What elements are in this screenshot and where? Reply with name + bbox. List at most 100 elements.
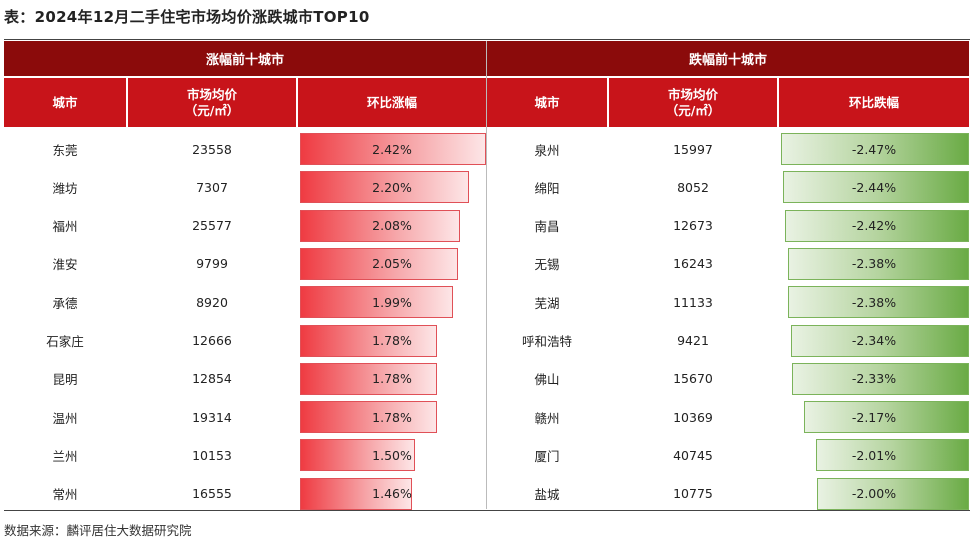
up_table-change-label: 1.99%: [372, 294, 412, 310]
up_table-city-cell: 淮安: [52, 257, 78, 273]
up_table-row: 承德 8920 1.99%: [4, 283, 486, 321]
down_table-price-cell: 15670: [673, 371, 713, 387]
up_table-price-cell: 10153: [192, 447, 232, 463]
up_table-row: 温州 19314 1.78%: [4, 398, 486, 436]
up_table-city-cell: 潍坊: [52, 180, 78, 196]
up_table-price-cell: 16555: [192, 486, 232, 502]
up_table-change-label: 1.78%: [372, 333, 412, 348]
up_table-change-label: 2.42%: [372, 141, 412, 157]
down_table-row: 芜湖 11133 -2.38%: [487, 283, 969, 321]
down_table-row: 佛山 15670 -2.33%: [487, 360, 969, 398]
rise-col-price-line1: 市场均价: [186, 86, 237, 102]
down_table-price-cell: 12673: [673, 218, 713, 234]
down_table-city-cell: 绵阳: [534, 180, 560, 196]
fall-group-header: 跌幅前十城市: [487, 41, 969, 76]
bottom-rule: [4, 510, 970, 511]
up_table-price-cell: 12666: [192, 333, 232, 348]
up_table-change-label: 2.20%: [372, 179, 412, 195]
down_table-change-label: -2.47%: [851, 141, 897, 157]
down_table-bar: [784, 209, 969, 242]
up_table-bar: [300, 324, 437, 357]
up_table-bar: [300, 362, 437, 395]
up_table-price-cell: 7307: [196, 179, 228, 195]
rise-col-city: 城市: [4, 78, 126, 127]
down_table-bar: [781, 133, 969, 165]
up_table-row: 东莞 23558 2.42%: [4, 130, 486, 168]
down_table-row: 呼和浩特 9421 -2.34%: [487, 322, 969, 360]
down_table-bar: [816, 477, 969, 510]
up_table-change-label: 1.50%: [372, 447, 412, 463]
down_table-change-label: -2.44%: [851, 179, 897, 195]
fall-col-price-line1: 市场均价: [667, 86, 718, 102]
down_table-city-cell: 南昌: [534, 219, 560, 235]
up_table-change-label: 1.46%: [372, 486, 412, 502]
fall-col-price: 市场均价 （元/㎡）: [609, 78, 777, 127]
up_table-row: 石家庄 12666 1.78%: [4, 322, 486, 360]
up_table-city-cell: 兰州: [52, 448, 78, 464]
up_table-change-label: 2.05%: [372, 256, 412, 272]
up_table-change-label: 1.78%: [372, 371, 412, 387]
up_table-city-cell: 东莞: [52, 142, 78, 158]
down_table-change-label: -2.34%: [851, 333, 897, 348]
down_table-row: 无锡 16243 -2.38%: [487, 245, 969, 283]
up_table-price-cell: 8920: [196, 294, 228, 310]
up_table-price-cell: 23558: [192, 141, 232, 157]
rise-col-price: 市场均价 （元/㎡）: [128, 78, 296, 127]
down_table-city-cell: 佛山: [534, 372, 560, 388]
down_table-change-label: -2.33%: [851, 371, 897, 387]
down_table-row: 泉州 15997 -2.47%: [487, 130, 969, 168]
down_table-bar: [787, 247, 969, 280]
down_table-price-cell: 9421: [677, 333, 709, 348]
down_table-price-cell: 8052: [677, 179, 709, 195]
down_table-row: 盐城 10775 -2.00%: [487, 475, 969, 513]
up_table-row: 常州 16555 1.46%: [4, 475, 486, 513]
up_table-change-label: 2.08%: [372, 218, 412, 234]
up_table-row: 昆明 12854 1.78%: [4, 360, 486, 398]
down_table-change-label: -2.17%: [851, 409, 897, 425]
fall-col-city: 城市: [487, 78, 607, 127]
down_table-price-cell: 10369: [673, 409, 713, 425]
down_table-row: 绵阳 8052 -2.44%: [487, 168, 969, 206]
up_table-bar: [300, 171, 470, 204]
down_table-bar: [790, 324, 969, 357]
down_table-city-cell: 芜湖: [534, 295, 560, 311]
down_table-change-label: -2.42%: [851, 218, 897, 234]
down_table-row: 赣州 10369 -2.17%: [487, 398, 969, 436]
up_table-change-label: 1.78%: [372, 409, 412, 425]
down_table-bar: [783, 171, 969, 204]
up_table-bar: [300, 401, 437, 434]
up_table-city-cell: 福州: [52, 219, 78, 235]
up_table-bar: [300, 286, 453, 319]
rise-group-header: 涨幅前十城市: [4, 41, 486, 76]
down_table-bar: [791, 362, 969, 395]
down_table-bar: [787, 286, 969, 319]
up_table-city-cell: 石家庄: [46, 334, 84, 349]
down_table-city-cell: 盐城: [534, 487, 560, 503]
fall-col-change: 环比跌幅: [779, 78, 969, 127]
up_table-row: 淮安 9799 2.05%: [4, 245, 486, 283]
down_table-change-label: -2.00%: [851, 486, 897, 502]
table-separator: [486, 41, 487, 509]
down_table-price-cell: 40745: [673, 447, 713, 463]
down_table-row: 南昌 12673 -2.42%: [487, 207, 969, 245]
down_table-price-cell: 11133: [673, 294, 713, 310]
up_table-price-cell: 12854: [192, 371, 232, 387]
rise-col-price-line2: （元/㎡）: [184, 102, 240, 118]
top-rule: [4, 39, 970, 40]
down_table-price-cell: 10775: [673, 486, 713, 502]
up_table-bar: [300, 477, 413, 510]
up_table-row: 兰州 10153 1.50%: [4, 436, 486, 474]
down_table-row: 厦门 40745 -2.01%: [487, 436, 969, 474]
down_table-city-cell: 呼和浩特: [521, 334, 572, 349]
up_table-bar: [300, 439, 416, 472]
up_table-row: 潍坊 7307 2.20%: [4, 168, 486, 206]
up_table-city-cell: 承德: [52, 295, 78, 311]
up_table-city-cell: 昆明: [52, 372, 78, 388]
down_table-bar: [803, 401, 969, 434]
up_table-city-cell: 常州: [52, 487, 78, 503]
up_table-city-cell: 温州: [52, 410, 78, 426]
up_table-price-cell: 19314: [192, 409, 232, 425]
rise-table: 涨幅前十城市 城市 市场均价 （元/㎡） 环比涨幅 东莞 23558 2.42% 潍坊 7…: [4, 41, 486, 510]
down_table-city-cell: 厦门: [534, 448, 560, 464]
up_table-price-cell: 9799: [196, 256, 228, 272]
